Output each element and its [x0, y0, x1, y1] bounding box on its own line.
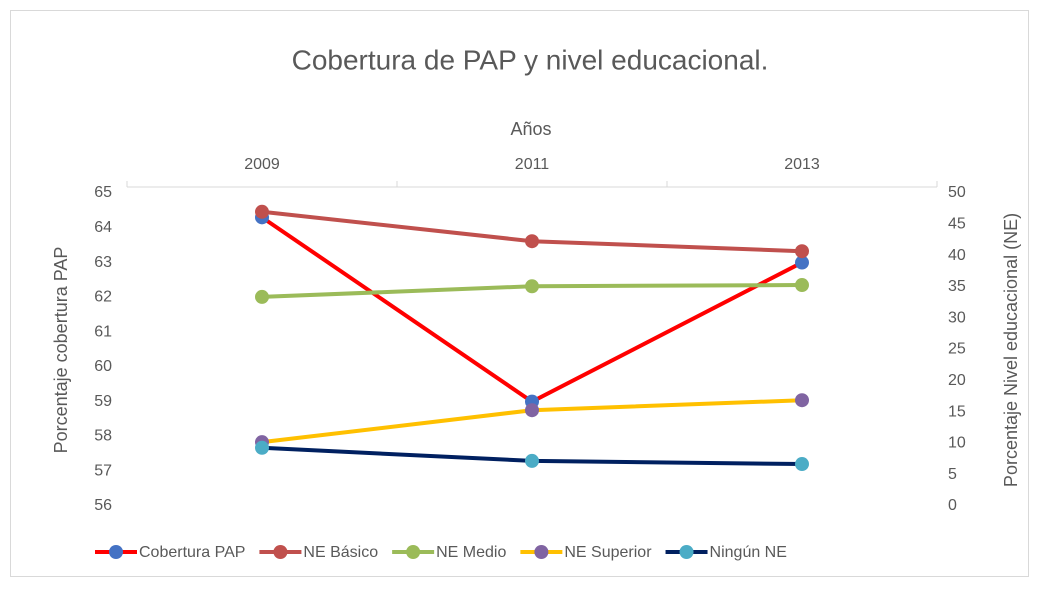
y2-tick-label: 15 — [948, 403, 966, 420]
legend-marker — [109, 545, 123, 559]
y2-tick-label: 35 — [948, 278, 966, 295]
legend-marker — [679, 545, 694, 559]
series-marker — [525, 234, 539, 249]
series-marker — [525, 403, 539, 418]
y2-tick-label: 30 — [948, 309, 966, 326]
x-tick-label: 2011 — [515, 156, 550, 173]
legend-marker — [273, 545, 288, 559]
legend-marker — [534, 545, 549, 559]
series-marker — [795, 255, 809, 270]
series-marker — [525, 279, 539, 294]
y2-tick-label: 10 — [948, 435, 966, 452]
y-tick-label: 57 — [94, 462, 112, 479]
series-marker — [255, 204, 269, 219]
y2-tick-label: 20 — [948, 372, 966, 389]
series-marker — [255, 440, 269, 455]
y-tick-label: 62 — [94, 289, 112, 306]
y-tick-label: 64 — [94, 219, 112, 236]
chart-border — [10, 10, 1029, 577]
legend-label: NE Básico — [303, 544, 378, 561]
series-marker — [795, 278, 809, 293]
y2-tick-label: 0 — [948, 497, 957, 514]
y2-tick-label: 5 — [948, 466, 957, 483]
y2-tick-label: 45 — [948, 216, 966, 233]
y2-tick-label: 25 — [948, 341, 966, 358]
legend-label: Cobertura PAP — [139, 544, 245, 561]
y-tick-label: 63 — [94, 254, 112, 271]
x-axis-label: Años — [510, 119, 551, 139]
legend-marker — [406, 545, 421, 559]
legend-label: Ningún NE — [710, 544, 787, 561]
x-tick-label: 2009 — [244, 156, 280, 173]
series-marker — [255, 289, 269, 304]
legend-label: NE Medio — [436, 544, 506, 561]
series-marker — [795, 244, 809, 259]
y-axis-label: Porcentaje cobertura PAP — [51, 247, 71, 454]
y2-tick-label: 40 — [948, 247, 966, 264]
y-tick-label: 58 — [94, 428, 112, 445]
y2-axis-label: Porcentaje Nivel educacional (NE) — [1001, 213, 1021, 487]
x-tick-label: 2013 — [784, 156, 820, 173]
y-tick-label: 56 — [94, 497, 112, 514]
y-tick-label: 59 — [94, 393, 112, 410]
y2-tick-label: 50 — [948, 184, 966, 201]
legend-label: NE Superior — [564, 544, 652, 561]
y-tick-label: 60 — [94, 358, 112, 375]
y-tick-label: 61 — [94, 323, 112, 340]
series-marker — [795, 393, 809, 408]
y-tick-label: 65 — [94, 184, 112, 201]
chart-title: Cobertura de PAP y nivel educacional. — [292, 44, 769, 75]
series-marker — [795, 457, 809, 472]
series-marker — [525, 453, 539, 468]
